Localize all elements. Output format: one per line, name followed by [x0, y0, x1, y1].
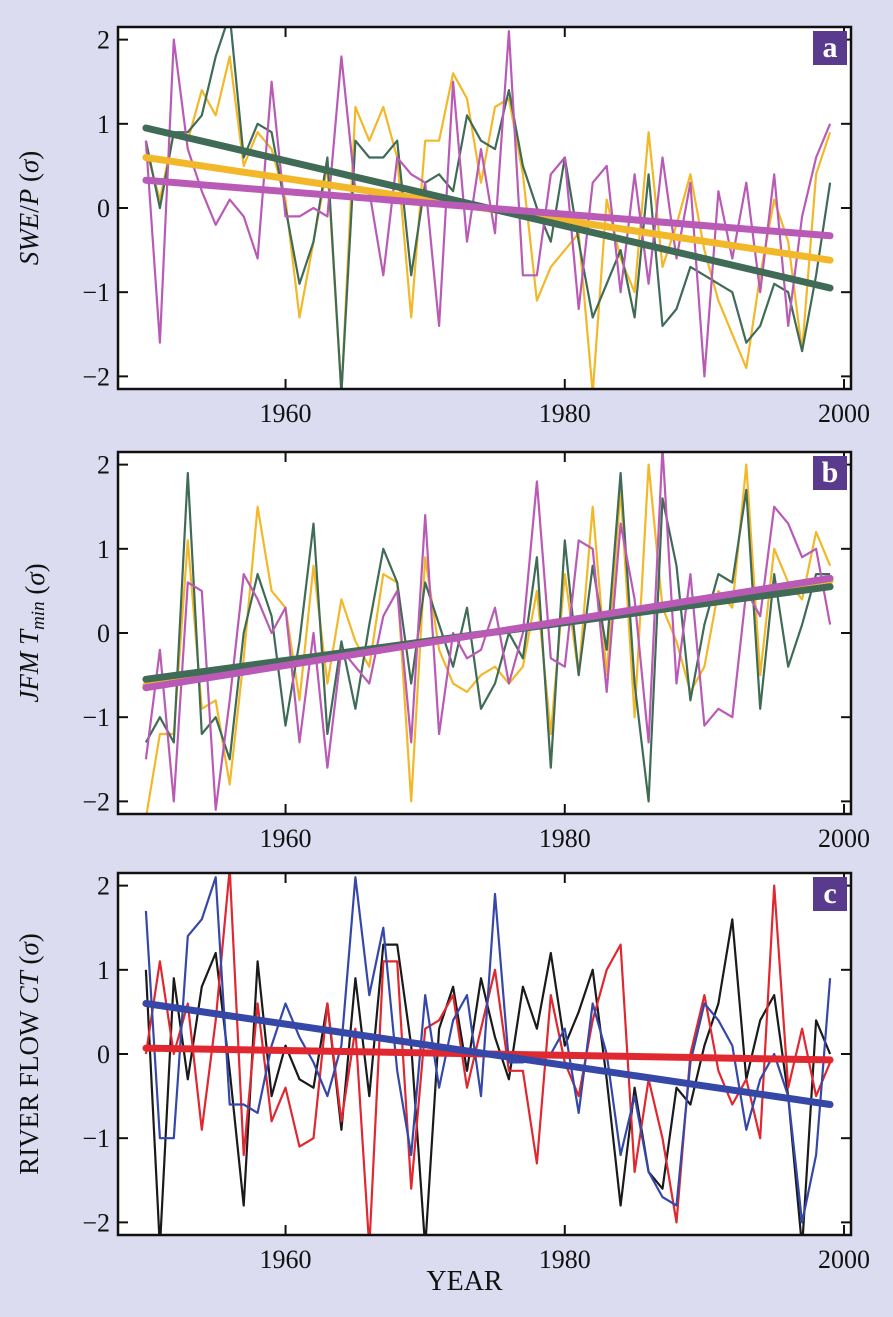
series-group [142, 27, 834, 389]
y-tick-label: −1 [82, 1124, 110, 1153]
x-tick-label: 1980 [539, 1245, 591, 1274]
y-axis-label: JFM Tmin (σ) [14, 563, 50, 702]
panel-b: −2 −1 0 1 2 1960 1980 2000 JFM Tmin (σ) b [14, 451, 870, 853]
panel-letter-badge [813, 877, 847, 911]
series-group [142, 873, 834, 1235]
panel-letter-badge [813, 456, 847, 490]
x-tick-label: 1960 [260, 399, 312, 428]
x-tick-label: 2000 [818, 1245, 870, 1274]
x-tick-label: 1960 [260, 1245, 312, 1274]
series-line-3 [144, 452, 832, 811]
panel-c: −2 −1 0 1 2 1960 1980 2000 RIVER FLOW CT (σ) c YEA… [14, 872, 870, 1297]
y-tick-label: 2 [97, 26, 110, 55]
y-tick-label: 1 [97, 535, 110, 564]
series-line-3 [144, 30, 832, 378]
y-tick-label: −2 [82, 362, 110, 391]
y-tick-label: 1 [97, 956, 110, 985]
y-axis-label: SWE/P (σ) [14, 151, 44, 266]
y-tick-label: −1 [82, 278, 110, 307]
y-tick-label: 2 [97, 451, 110, 480]
y-tick-label: −2 [82, 1208, 110, 1237]
x-tick-label: 2000 [818, 824, 870, 853]
series-line-2 [144, 471, 831, 803]
y-tick-label: 1 [97, 110, 110, 139]
y-tick-label: 0 [97, 619, 110, 648]
x-axis-title: YEAR [426, 1266, 503, 1297]
x-tick-label: 1980 [539, 824, 591, 853]
y-tick-label: −2 [82, 787, 110, 816]
panel-letter-badge [813, 31, 847, 65]
y-tick-label: 0 [97, 194, 110, 223]
y-axis-label: RIVER FLOW CT (σ) [14, 933, 44, 1175]
x-tick-label: 2000 [818, 399, 870, 428]
panel-a: −2 −1 0 1 2 1960 1980 2000 SWE/P (σ) a [14, 26, 870, 428]
series-line-2 [144, 27, 832, 389]
y-tick-label: 2 [97, 872, 110, 901]
series-line-3 [144, 876, 832, 1224]
trend-line-3 [142, 176, 834, 240]
panel-letter: c [823, 877, 836, 910]
y-tick-label: 0 [97, 1040, 110, 1069]
panel-letter: b [822, 456, 839, 489]
x-tick-label: 1980 [539, 399, 591, 428]
trend-line-3 [142, 574, 834, 692]
x-tick-label: 1960 [260, 824, 312, 853]
y-tick-label: −1 [82, 703, 110, 732]
panel-letter: a [823, 31, 838, 64]
trend-line-2 [142, 999, 834, 1109]
series-group [142, 452, 834, 814]
